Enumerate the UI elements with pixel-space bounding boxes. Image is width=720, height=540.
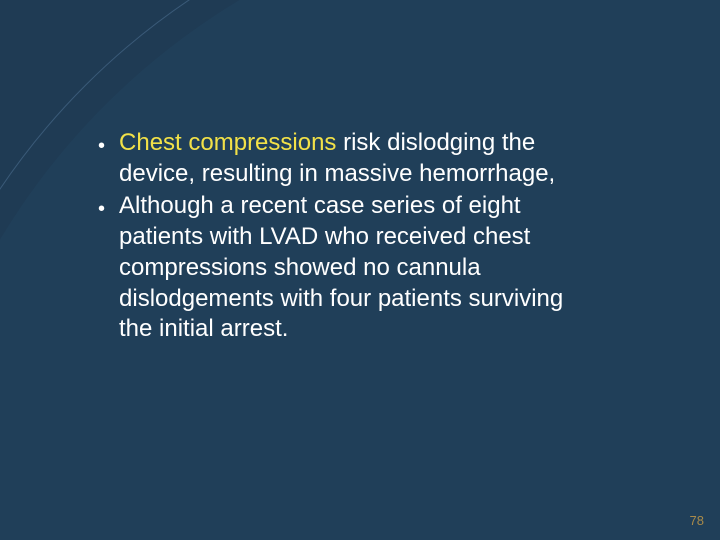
list-item: • Chest compressions risk dislodging the… <box>98 128 568 189</box>
slide: • Chest compressions risk dislodging the… <box>0 0 720 540</box>
page-number: 78 <box>690 513 704 528</box>
bullet-icon: • <box>98 130 105 162</box>
highlight-text: Chest compressions <box>119 129 336 156</box>
body-text: Although a recent case series of eight p… <box>119 192 563 342</box>
bullet-text: Although a recent case series of eight p… <box>119 191 568 345</box>
bullet-icon: • <box>98 193 105 225</box>
bullet-text: Chest compressions risk dislodging the d… <box>119 128 568 189</box>
list-item: • Although a recent case series of eight… <box>98 191 568 345</box>
content-area: • Chest compressions risk dislodging the… <box>98 128 568 347</box>
